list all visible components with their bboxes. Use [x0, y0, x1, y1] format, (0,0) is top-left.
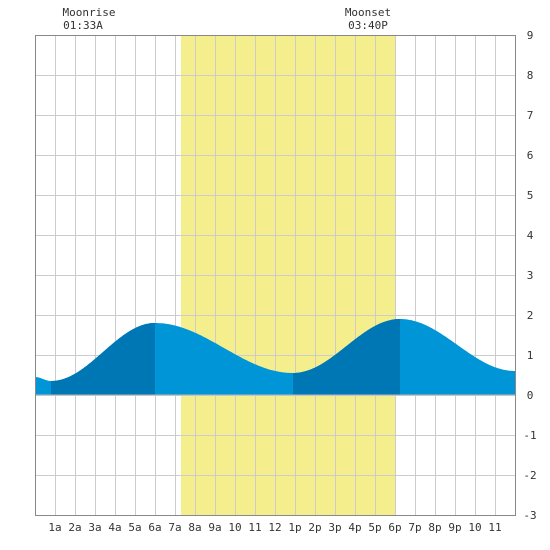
y-tick-label: 0	[527, 389, 534, 402]
x-tick-label: 5p	[368, 521, 381, 534]
y-tick-label: -2	[523, 469, 536, 482]
x-tick-label: 9p	[448, 521, 461, 534]
x-tick-label: 3a	[88, 521, 101, 534]
x-tick-label: 7a	[168, 521, 181, 534]
y-tick-label: 4	[527, 229, 534, 242]
x-tick-label: 3p	[328, 521, 341, 534]
x-tick-label: 9a	[208, 521, 221, 534]
x-tick-label: 11	[488, 521, 501, 534]
x-tick-label: 10	[228, 521, 241, 534]
y-tick-label: 5	[527, 189, 534, 202]
x-tick-label: 6p	[388, 521, 401, 534]
moonset-label: Moonset	[345, 6, 391, 19]
x-tick-label: 2p	[308, 521, 321, 534]
x-tick-label: 10	[468, 521, 481, 534]
y-tick-label: 2	[527, 309, 534, 322]
x-tick-label: 8p	[428, 521, 441, 534]
y-tick-label: 8	[527, 69, 534, 82]
x-tick-label: 11	[248, 521, 261, 534]
x-tick-label: 6a	[148, 521, 161, 534]
moon-annotations: Moonrise 01:33A Moonset 03:40P	[63, 6, 392, 32]
x-tick-label: 1a	[48, 521, 61, 534]
y-tick-label: 3	[527, 269, 534, 282]
y-tick-label: -3	[523, 509, 536, 522]
y-tick-label: -1	[523, 429, 536, 442]
x-tick-label: 5a	[128, 521, 141, 534]
y-tick-label: 1	[527, 349, 534, 362]
y-tick-label: 9	[527, 29, 534, 42]
x-tick-label: 12	[268, 521, 281, 534]
y-tick-label: 7	[527, 109, 534, 122]
plot-border	[35, 35, 516, 516]
x-tick-label: 2a	[68, 521, 81, 534]
x-tick-label: 8a	[188, 521, 201, 534]
x-tick-label: 4p	[348, 521, 361, 534]
x-tick-label: 7p	[408, 521, 421, 534]
y-tick-label: 6	[527, 149, 534, 162]
tide-rising-segment	[293, 319, 400, 395]
moonrise-label: Moonrise	[63, 6, 116, 19]
x-tick-label: 1p	[288, 521, 301, 534]
moonrise-time: 01:33A	[63, 19, 103, 32]
moonset-time: 03:40P	[348, 19, 388, 32]
tide-rising-segment	[51, 323, 155, 395]
x-tick-label: 4a	[108, 521, 121, 534]
